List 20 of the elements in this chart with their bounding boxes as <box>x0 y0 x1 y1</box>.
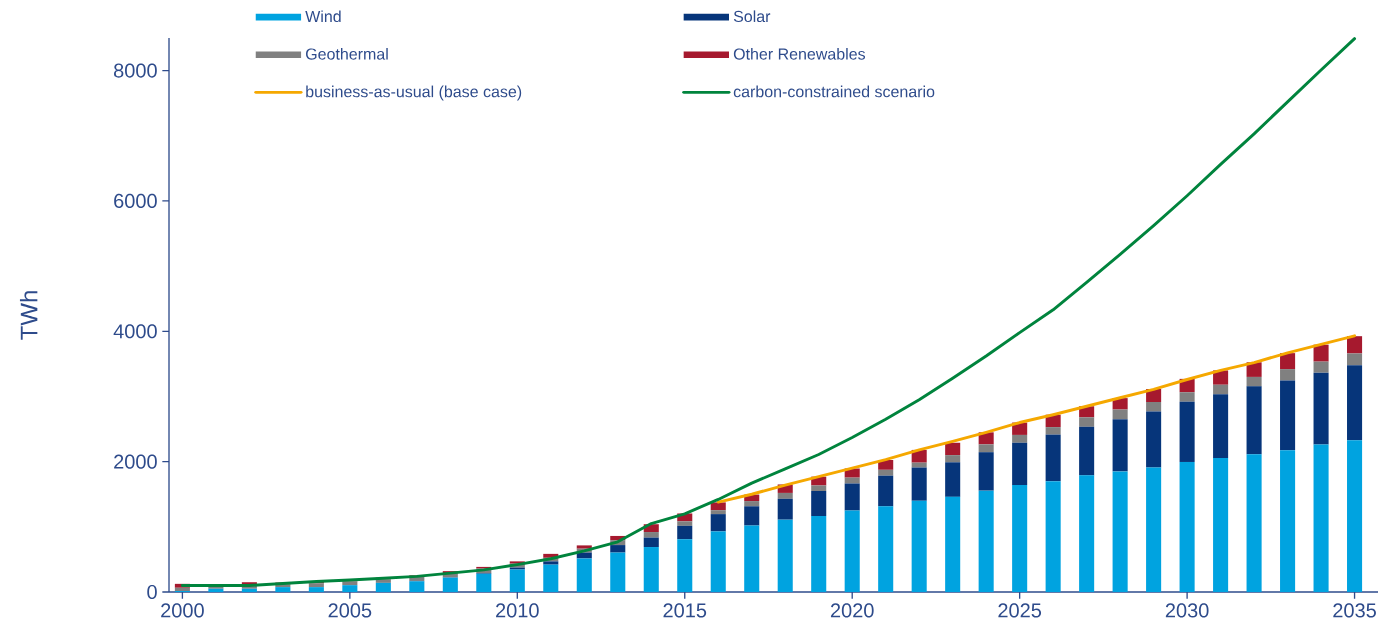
y-tick-label: 4000 <box>113 324 157 339</box>
y-tick-label: 8000 <box>114 63 157 78</box>
legend-label: Other Renewables <box>733 47 866 60</box>
x-tick-label: 2025 <box>998 603 1042 618</box>
legend-label: Solar <box>733 10 771 23</box>
x-tick-label: 2020 <box>830 603 874 618</box>
x-tick-label: 2010 <box>496 603 539 618</box>
x-tick-label: 2015 <box>663 603 707 618</box>
x-tick-label: 2005 <box>328 603 372 618</box>
x-tick-label: 2035 <box>1333 603 1376 618</box>
legend-label: carbon-constrained scenario <box>733 85 935 98</box>
x-tick-label: 2030 <box>1165 603 1209 618</box>
x-tick-label: 2000 <box>161 603 204 618</box>
y-tick-label: 0 <box>147 584 157 600</box>
y-tick-label: 2000 <box>114 454 157 469</box>
legend-label: Wind <box>305 10 341 23</box>
legend-label: Geothermal <box>306 47 388 60</box>
legend-label: business-as-usual (base case) <box>306 85 522 101</box>
y-tick-label: 6000 <box>114 193 157 209</box>
y-axis-title: TWh <box>19 291 38 340</box>
